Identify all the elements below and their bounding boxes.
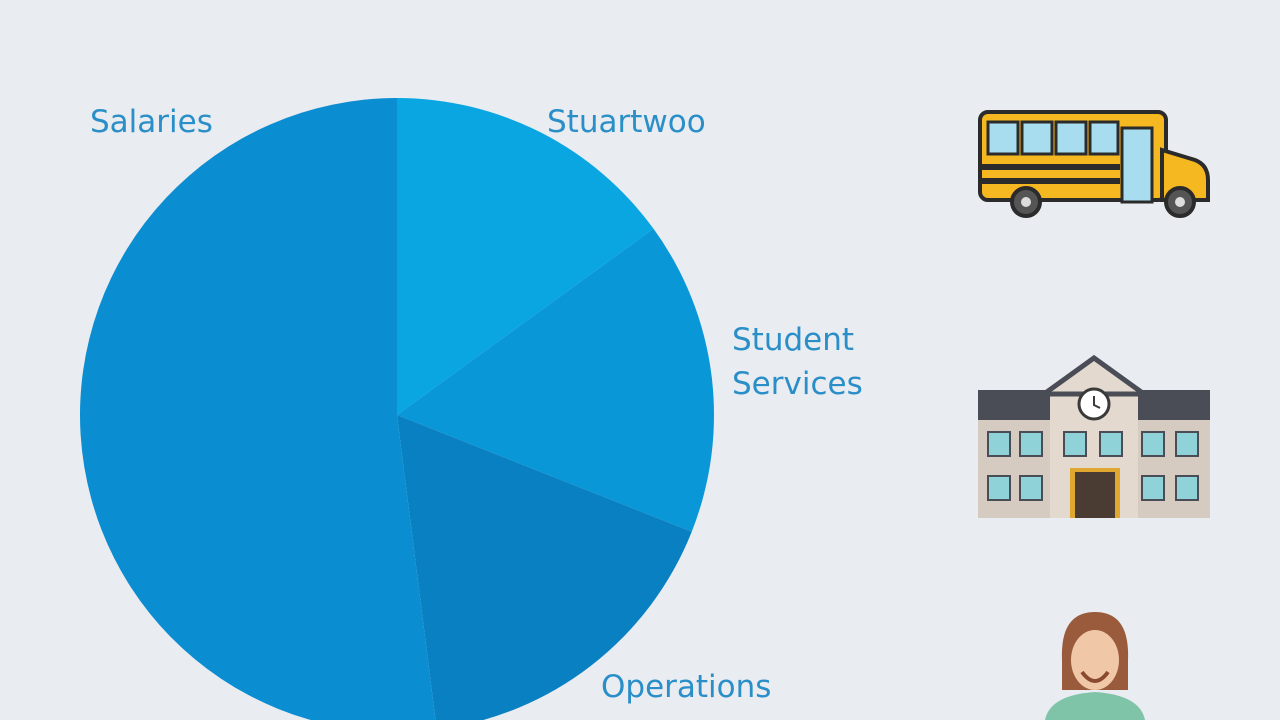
slice-label: Student Services <box>732 322 863 402</box>
slice-label: Operations <box>601 669 772 705</box>
pie-slice <box>397 98 654 415</box>
pie-slice <box>397 228 714 532</box>
slice-label: Salaries <box>90 104 213 140</box>
pie-slice <box>397 415 692 720</box>
bus-icon <box>978 110 1210 218</box>
person-icon <box>1045 612 1145 720</box>
pie <box>80 98 714 720</box>
slice-label: Stuartwoo <box>547 104 706 140</box>
school-icon <box>978 354 1210 518</box>
pie-slice <box>80 98 436 720</box>
